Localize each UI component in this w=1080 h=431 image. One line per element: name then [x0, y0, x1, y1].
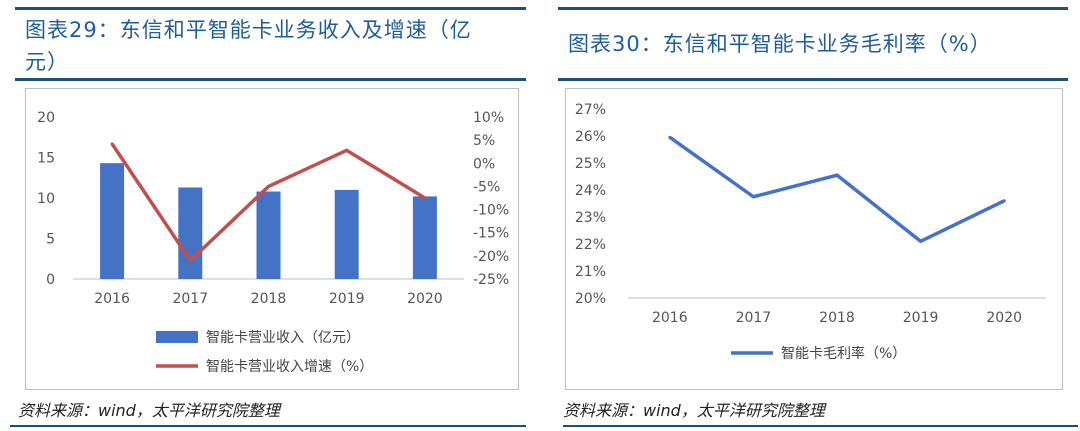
y-right-tick-label: -20%: [473, 249, 509, 265]
y-right-tick-label: 5%: [473, 133, 495, 149]
growth-point: [267, 184, 270, 188]
y-tick-label: 23%: [575, 210, 606, 226]
right-source-note: 资料来源：wind，太平洋研究院整理: [563, 401, 825, 420]
x-tick-label: 2019: [329, 291, 365, 307]
left-panel: 图表29：东信和平智能卡业务收入及增速（亿元） 0 5 10 15 20 -25% -20%…: [0, 0, 528, 431]
revenue-bar: [412, 196, 437, 279]
margin-point: [1002, 199, 1006, 203]
revenue-bar: [178, 187, 203, 279]
growth-point: [423, 196, 427, 200]
margin-point: [835, 173, 839, 177]
right-chart-frame: 20% 21% 22% 23% 24% 25% 26% 27% 2016 2017 2018 2019…: [565, 88, 1063, 390]
margin-line: [668, 135, 1005, 244]
y-left-tick-label: 10: [37, 191, 55, 207]
gross-margin-chart: 20% 21% 22% 23% 24% 25% 26% 27% 2016 2017 2018 2019…: [575, 102, 1046, 362]
right-chart-title: 图表30：东信和平智能卡业务毛利率（%）: [568, 32, 992, 56]
y-left-tick-label: 5: [46, 232, 55, 248]
left-chart-frame: 0 5 10 15 20 -25% -20% -15% -10% -5% 0% 5% 10% 2016 20…: [25, 88, 519, 390]
right-panel: 图表30：东信和平智能卡业务毛利率（%） 20% 21% 22% 23% 24% 25% 2…: [553, 0, 1080, 431]
y-left-tick-label: 0: [46, 272, 55, 288]
y-right-tick-label: -5%: [473, 179, 500, 195]
margin-point: [919, 239, 923, 243]
right-bottom-rule: [563, 425, 1078, 427]
y-right-tick-label: 0%: [473, 156, 495, 172]
y-right-tick-label: 10%: [473, 110, 504, 126]
revenue-bar: [256, 191, 281, 279]
y-tick-label: 20%: [575, 291, 606, 307]
right-title-bar: 图表30：东信和平智能卡业务毛利率（%）: [558, 7, 1068, 81]
legend-bar-swatch: [156, 331, 198, 343]
y-tick-label: 25%: [575, 156, 606, 172]
y-left-tick-label: 20: [37, 110, 55, 126]
x-tick-label: 2019: [903, 310, 939, 326]
x-tick-label: 2016: [94, 291, 130, 307]
revenue-growth-chart: 0 5 10 15 20 -25% -20% -15% -10% -5% 0% 5% 10% 2016 20…: [37, 110, 509, 375]
growth-point: [110, 142, 114, 146]
y-tick-label: 24%: [575, 183, 606, 199]
y-tick-label: 27%: [575, 102, 606, 118]
x-tick-label: 2016: [652, 310, 688, 326]
legend-line-label: 智能卡营业收入增速（%）: [206, 359, 373, 375]
x-tick-label: 2018: [819, 310, 855, 326]
growth-point: [188, 258, 192, 262]
x-tick-label: 2017: [736, 310, 772, 326]
legend-line-label: 智能卡毛利率（%）: [781, 345, 906, 362]
legend-bar-label: 智能卡营业收入（亿元）: [206, 330, 360, 346]
revenue-bar: [334, 189, 359, 279]
x-tick-label: 2020: [986, 310, 1022, 326]
left-source-note: 资料来源：wind，太平洋研究院整理: [18, 401, 280, 420]
revenue-bar: [100, 163, 125, 279]
y-right-tick-label: -25%: [473, 272, 509, 288]
y-tick-label: 26%: [575, 129, 606, 145]
x-tick-label: 2018: [251, 291, 287, 307]
margin-point: [751, 195, 755, 199]
y-tick-label: 21%: [575, 264, 606, 280]
y-left-tick-label: 15: [37, 151, 55, 167]
x-tick-label: 2017: [172, 291, 208, 307]
growth-point: [345, 148, 349, 152]
left-title-bar: 图表29：东信和平智能卡业务收入及增速（亿元）: [15, 7, 526, 81]
left-bottom-rule: [10, 425, 526, 427]
y-right-tick-label: -10%: [473, 203, 509, 219]
margin-point: [668, 135, 672, 139]
y-right-tick-label: -15%: [473, 226, 509, 242]
y-tick-label: 22%: [575, 237, 606, 253]
x-tick-label: 2020: [407, 291, 443, 307]
left-chart-title: 图表29：东信和平智能卡业务收入及增速（亿元）: [25, 18, 472, 74]
